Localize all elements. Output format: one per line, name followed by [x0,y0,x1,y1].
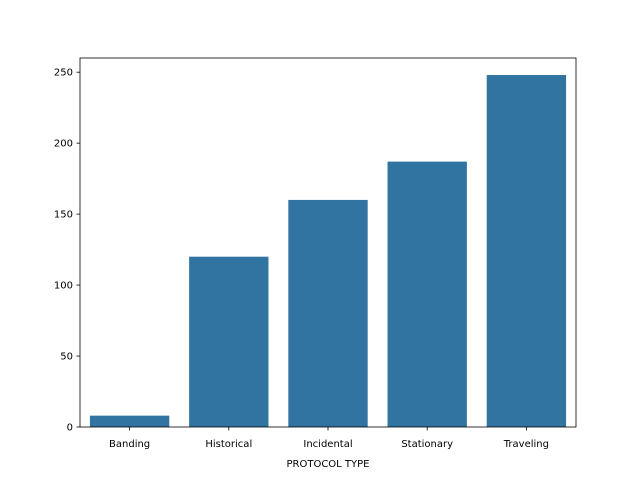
y-axis-ticks: 0 50 100 150 200 250 [54,68,80,434]
y-tick-label: 200 [54,139,73,150]
y-tick-label: 250 [54,68,73,79]
x-tick-label: Banding [109,439,150,450]
y-tick-label: 50 [60,352,73,363]
bar-historical [189,256,269,427]
x-tick-label: Historical [205,439,252,450]
x-tick-label: Stationary [401,439,453,450]
x-axis-ticks: Banding Historical Incidental Stationary Tra… [109,427,549,450]
plot-frame [79,57,577,428]
y-tick-label: 100 [54,281,73,292]
y-tick-label: 0 [67,423,73,434]
bars-group [89,75,567,428]
bar-banding [89,415,170,427]
x-axis-label: PROTOCOL TYPE [287,459,370,470]
x-tick-label: Traveling [503,439,549,450]
bar-stationary [387,161,467,427]
x-tick-label: Incidental [303,439,352,450]
y-tick-label: 150 [54,210,73,221]
bar-incidental [288,199,368,427]
bar-traveling [486,75,567,428]
